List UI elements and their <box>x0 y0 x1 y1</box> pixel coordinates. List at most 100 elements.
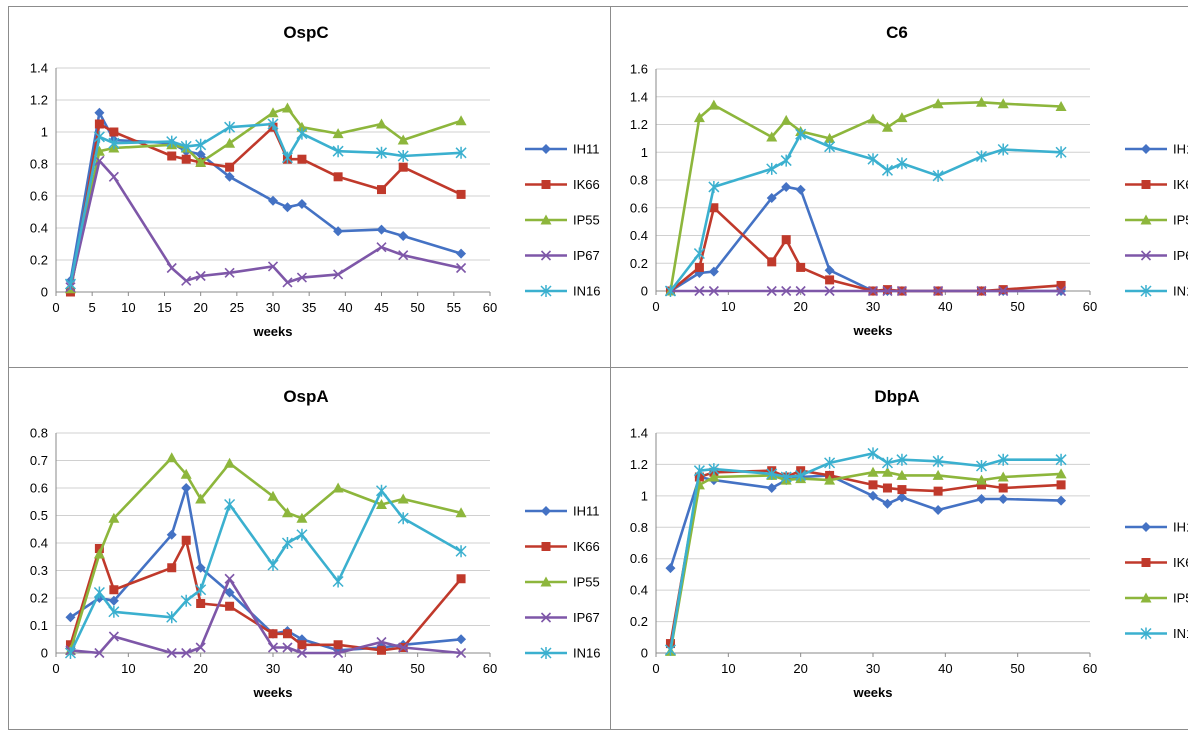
x-axis-label: weeks <box>252 324 292 339</box>
x-tick-label: 10 <box>121 661 135 676</box>
data-point-ip67 <box>708 285 719 297</box>
data-point-in16 <box>64 647 76 659</box>
data-point-ih11 <box>896 492 907 503</box>
data-point-ik66 <box>297 640 307 650</box>
chart-ospc: OspC 0 0.2 0.4 0.6 0.8 1 1.2 1.4 0 5 10 15 20 25 30 35 40… <box>30 23 601 339</box>
x-tick-label: 20 <box>793 299 807 314</box>
data-point-ih11 <box>766 483 777 493</box>
data-point-in16 <box>180 140 192 153</box>
legend-label-ik66: IK66 <box>573 539 600 554</box>
data-point-ip67 <box>267 261 279 272</box>
y-tick-label: 0.6 <box>630 200 648 215</box>
data-point-ip55 <box>997 471 1009 482</box>
data-point-ip55 <box>693 112 705 123</box>
series-line-ip67 <box>70 577 462 655</box>
data-point-ip55 <box>281 507 293 518</box>
data-point-ik66 <box>882 285 892 295</box>
data-point-ip55 <box>267 107 279 118</box>
data-point-ik66 <box>282 629 292 639</box>
data-point-ip55 <box>976 96 987 107</box>
data-point-ik66 <box>268 629 278 639</box>
data-point-ik66 <box>109 127 119 137</box>
data-point-ik66 <box>781 235 791 245</box>
y-tick-label: 0.8 <box>630 520 648 535</box>
data-point-in16 <box>455 146 467 159</box>
y-tick-label: 0.1 <box>30 618 48 633</box>
data-point-ip67 <box>94 647 105 659</box>
data-point-ih11 <box>282 202 293 213</box>
y-tick-label: 0 <box>41 646 48 661</box>
data-point-ik66 <box>998 285 1008 295</box>
data-point-ip55 <box>397 493 409 504</box>
data-point-ih11 <box>868 490 878 501</box>
x-tick-label: 60 <box>483 661 497 676</box>
data-point-in16 <box>180 594 192 607</box>
data-point-in16 <box>296 127 308 140</box>
data-point-ih11 <box>882 498 893 509</box>
y-tick-label: 1.6 <box>630 62 648 77</box>
data-point-ip55 <box>881 466 893 477</box>
legend-label-ih11: IH11 <box>1173 142 1188 157</box>
data-point-ip55 <box>93 548 105 559</box>
data-point-in16 <box>780 154 792 167</box>
data-point-in16 <box>708 180 720 193</box>
y-tick-label: 0 <box>641 284 648 299</box>
y-tick-label: 1.2 <box>630 457 648 472</box>
data-point-ik66 <box>882 483 892 493</box>
data-point-ih11 <box>166 529 177 540</box>
data-point-in16 <box>975 460 988 472</box>
data-point-ip67 <box>376 636 387 648</box>
y-tick-label: 0.2 <box>630 256 648 271</box>
data-point-in16 <box>224 498 236 511</box>
data-point-ih11 <box>296 199 307 209</box>
data-point-ip55 <box>824 474 836 485</box>
series-line-ik66 <box>669 206 1062 293</box>
data-point-ih11 <box>195 149 206 160</box>
data-point-in16 <box>375 146 388 159</box>
data-point-ip55 <box>224 457 236 468</box>
data-point-in16 <box>867 447 879 460</box>
x-tick-label: 10 <box>721 661 735 676</box>
chart-title: DbpA <box>874 387 919 406</box>
data-point-ip55 <box>195 156 207 167</box>
x-tick-label: 0 <box>652 299 659 314</box>
data-point-ip55 <box>224 137 236 148</box>
data-point-ip67 <box>976 285 987 297</box>
data-point-ip67 <box>282 277 293 288</box>
data-point-in16 <box>108 137 120 150</box>
legend-label-ip55: IP55 <box>1173 213 1188 228</box>
legend: IH11 IK66 IP55 IP67 IN16 <box>525 504 600 661</box>
data-point-ih11 <box>1056 495 1067 506</box>
data-point-ip55 <box>997 98 1009 109</box>
data-point-in16 <box>296 528 308 541</box>
data-point-ih11 <box>108 595 119 606</box>
data-point-ip67 <box>108 631 119 642</box>
data-point-in16 <box>881 164 893 177</box>
data-point-in16 <box>766 162 778 175</box>
y-tick-label: 0.6 <box>30 189 48 204</box>
y-tick-label: 0.8 <box>630 173 648 188</box>
data-point-in16 <box>195 583 207 596</box>
data-point-ip67 <box>333 647 344 659</box>
data-point-ip67 <box>195 642 206 653</box>
data-point-ik66 <box>998 483 1008 493</box>
data-point-in16 <box>867 153 879 166</box>
legend-marker-ip55 <box>1140 214 1152 225</box>
series-line-ih11 <box>69 111 462 282</box>
data-point-in16 <box>375 484 388 497</box>
x-tick-label: 0 <box>52 300 59 315</box>
series-line-ip55 <box>669 101 1062 292</box>
data-point-ip55 <box>332 128 344 139</box>
x-tick-label: 20 <box>193 661 207 676</box>
legend-label-ik66: IK66 <box>1173 555 1188 570</box>
data-point-in16 <box>281 151 293 164</box>
legend-label-in16: IN16 <box>1173 284 1188 299</box>
data-point-ip55 <box>455 115 467 126</box>
data-point-ip67 <box>166 262 177 274</box>
data-point-ip55 <box>766 131 778 142</box>
data-point-in16 <box>824 456 836 469</box>
data-point-in16 <box>896 453 908 466</box>
data-point-ip67 <box>282 642 293 653</box>
data-point-ik66 <box>825 275 835 285</box>
data-point-ip67 <box>224 573 235 584</box>
